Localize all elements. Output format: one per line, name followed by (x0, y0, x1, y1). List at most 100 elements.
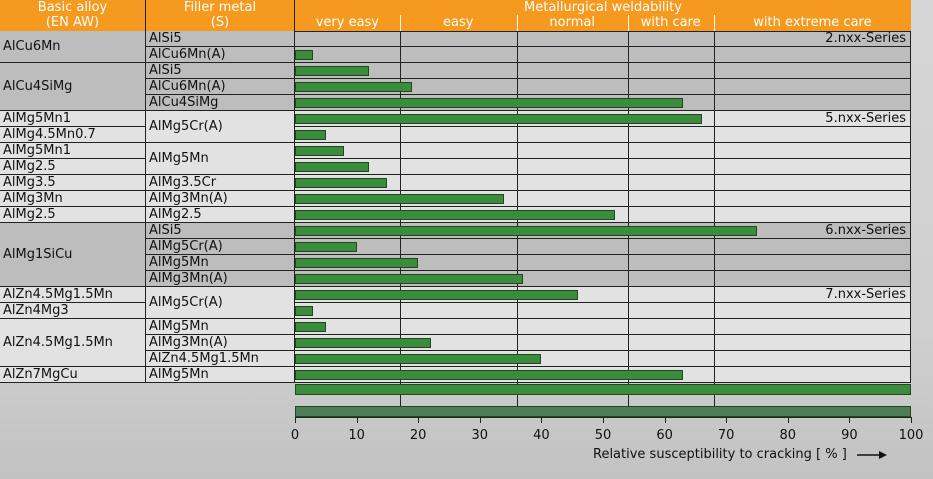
susceptibility-bar (295, 354, 542, 364)
x-tick-mark (479, 417, 481, 423)
alloy-cell: AlMg1SiCu (3, 247, 73, 262)
chart-row-line (295, 334, 911, 335)
susceptibility-bar (295, 130, 326, 140)
chart-row-line (295, 94, 911, 95)
chart-right-border (910, 31, 911, 383)
susceptibility-bar (295, 162, 369, 172)
arrow-right-icon (856, 447, 887, 462)
alloy-cell: AlZn4Mg3 (3, 303, 69, 318)
chart-row-line (295, 78, 911, 79)
row-divider (0, 302, 145, 303)
row-divider (0, 190, 145, 191)
chart-row-line (295, 318, 911, 319)
row-divider (0, 318, 145, 319)
row-divider (0, 222, 145, 223)
row-divider (146, 62, 295, 63)
x-tick-mark (726, 417, 728, 423)
x-tick-mark (911, 417, 912, 423)
chart-row-line (295, 222, 911, 223)
x-axis-label: Relative susceptibility to cracking [ % … (593, 447, 887, 462)
row-divider (146, 46, 295, 47)
alloy-cell: AlMg3.5 (3, 175, 56, 190)
row-divider (146, 94, 295, 95)
filler-cell: AlMg3Mn(A) (149, 335, 228, 350)
category-gridline (713, 31, 715, 410)
x-tick-label: 20 (409, 428, 427, 443)
weldability-category: very easy (315, 15, 379, 30)
alloy-cell: AlMg4.5Mn0.7 (3, 127, 96, 142)
x-tick-label: 0 (290, 428, 300, 443)
chart-row-line (295, 270, 911, 271)
row-divider (146, 254, 295, 255)
x-tick-label: 70 (717, 428, 735, 443)
filler-cell: AlZn4.5Mg1.5Mn (149, 351, 259, 366)
row-divider (0, 62, 145, 63)
x-tick-label: 50 (594, 428, 612, 443)
x-tick-mark (787, 417, 789, 423)
susceptibility-bar (295, 194, 505, 204)
alloy-cell: AlMg3Mn (3, 191, 63, 206)
header-basic-alloy: Basic alloy (EN AW) (0, 0, 145, 31)
alloy-group-row (0, 31, 911, 63)
x-tick-label: 80 (779, 428, 797, 443)
x-tick-mark (849, 417, 851, 423)
category-gridline (516, 31, 518, 410)
susceptibility-bar (295, 82, 413, 92)
filler-cell: AlMg3Mn(A) (149, 271, 228, 286)
filler-cell: AlSi5 (149, 31, 182, 46)
filler-cell: AlSi5 (149, 223, 182, 238)
x-tick-label: 40 (533, 428, 550, 443)
x-tick-mark (295, 417, 296, 423)
alloy-cell: AlMg2.5 (3, 207, 56, 222)
row-divider (0, 206, 145, 207)
susceptibility-bar (295, 146, 345, 156)
basic-alloy-subtitle: (EN AW) (45, 15, 100, 30)
susceptibility-bar (295, 66, 369, 76)
chart-row-line (295, 286, 911, 287)
filler-cell: AlMg5Mn (149, 319, 209, 334)
chart-row-line (295, 31, 911, 32)
chart-row-line (295, 62, 911, 63)
filler-cell: AlMg5Mn (149, 255, 209, 270)
x-tick-mark (603, 417, 604, 423)
susceptibility-bar (295, 226, 757, 236)
row-divider (0, 110, 145, 111)
susceptibility-bar (295, 178, 388, 188)
x-tick-mark (418, 417, 420, 423)
row-divider (146, 238, 295, 239)
alloy-cell: AlZn7MgCu (3, 367, 78, 382)
susceptibility-bar (295, 114, 702, 124)
row-divider (0, 174, 145, 175)
alloy-cell: AlMg5Mn1 (3, 143, 71, 158)
chart-row-line (295, 350, 911, 351)
series-label: 2.nxx-Series (825, 31, 906, 46)
chart-row-line (295, 366, 911, 367)
alloy-group-row (0, 111, 911, 223)
filler-metal-title: Filler metal (183, 0, 257, 15)
basic-alloy-title: Basic alloy (37, 0, 108, 15)
susceptibility-bar (295, 210, 616, 220)
row-divider (146, 142, 295, 143)
x-tick-mark (664, 417, 666, 423)
susceptibility-bar (295, 98, 684, 108)
row-divider (0, 126, 145, 127)
chart-row-line (295, 254, 911, 255)
chart-row-line (295, 126, 911, 127)
susceptibility-bar (295, 370, 684, 380)
chart-row-line (295, 158, 911, 159)
chart-row-line (295, 174, 911, 175)
row-divider (146, 206, 295, 207)
filler-cell: AlSi5 (149, 63, 182, 78)
scale-bar (295, 406, 911, 417)
filler-cell: AlMg5Mn (149, 367, 209, 382)
category-gridline (399, 31, 401, 410)
alloy-cell: AlCu6Mn (3, 39, 61, 54)
alloy-cell: AlMg5Mn1 (3, 111, 71, 126)
row-divider (146, 366, 295, 367)
x-tick-mark (356, 417, 358, 423)
row-divider (146, 174, 295, 175)
weldability-category: normal (549, 15, 595, 30)
filler-cell: AlMg5Cr(A) (149, 295, 223, 310)
alloy-cell: AlMg2.5 (3, 159, 56, 174)
weldability-category: with extreme care (753, 15, 872, 30)
